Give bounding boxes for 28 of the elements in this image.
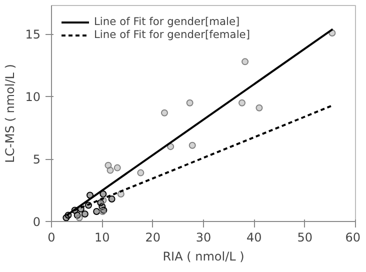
point (160, 109, 168, 116)
y-tick-label: 10 (25, 90, 41, 104)
point (76, 214, 83, 222)
x-tick-label: 40 (246, 230, 262, 244)
point (93, 208, 100, 216)
x-axis-title: RIA ( nmol/L ) (162, 250, 244, 264)
y-tick-label: 15 (25, 28, 41, 42)
x-tick-label: 30 (196, 230, 212, 244)
legend-label: Line of Fit for gender[male] (94, 15, 240, 28)
x-tick-label: 60 (345, 230, 361, 244)
point (256, 104, 263, 112)
x-tick-label: 50 (297, 230, 312, 244)
x-tick-label: 20 (145, 230, 160, 244)
point (188, 142, 196, 149)
point (106, 166, 114, 174)
point (81, 210, 88, 218)
y-axis-title: LC-MS ( nmol/L ) (3, 64, 18, 163)
x-tick-label: 0 (48, 230, 56, 244)
x-tick-label: 10 (94, 230, 110, 244)
point (114, 164, 121, 172)
y-tick-label: 0 (32, 215, 41, 229)
y-tick-label: 5 (32, 152, 41, 167)
point (238, 99, 246, 106)
point (108, 196, 116, 203)
point (137, 169, 144, 176)
point (242, 58, 249, 66)
legend-label: Line of Fit for gender[female] (94, 28, 250, 41)
point (186, 99, 194, 106)
